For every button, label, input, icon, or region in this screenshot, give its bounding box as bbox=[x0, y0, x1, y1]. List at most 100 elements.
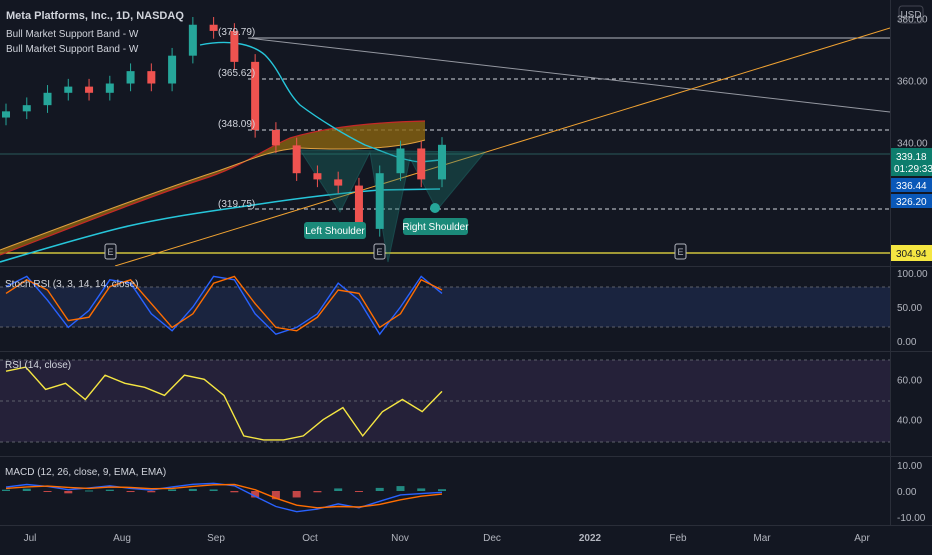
candle-body[interactable] bbox=[438, 144, 446, 180]
candle-body[interactable] bbox=[85, 86, 94, 93]
right-shoulder-label-group[interactable]: Right Shoulder bbox=[402, 218, 469, 235]
y-tick-label[interactable]: 340.00 bbox=[897, 138, 928, 149]
macd-pane-label[interactable]: MACD (12, 26, close, 9, EMA, EMA) bbox=[5, 467, 166, 478]
indicator-label[interactable]: Bull Market Support Band - W bbox=[6, 44, 139, 55]
x-tick-label[interactable]: Sep bbox=[207, 533, 225, 544]
left-shoulder-label: Left Shoulder bbox=[305, 226, 365, 237]
candle-body[interactable] bbox=[334, 179, 343, 186]
currency-button[interactable]: USD bbox=[898, 5, 924, 24]
level-label-319: (319.75) bbox=[218, 199, 255, 210]
earnings-marker[interactable]: E bbox=[373, 243, 386, 260]
candle-body[interactable] bbox=[168, 55, 177, 84]
candle-body[interactable] bbox=[396, 148, 405, 174]
macd-histogram-bar bbox=[375, 487, 384, 491]
last-price-value: 339.18 bbox=[896, 152, 927, 163]
macd-histogram-bar bbox=[271, 491, 280, 500]
y-tick-label[interactable]: 50.00 bbox=[897, 303, 922, 314]
candle-body[interactable] bbox=[292, 145, 301, 174]
candle-body[interactable] bbox=[375, 173, 384, 229]
level-label-365: (365.62) bbox=[218, 68, 255, 79]
macd-histogram-bar bbox=[105, 489, 114, 491]
stoch-pane-label[interactable]: Stoch RSI (3, 3, 14, 14, close) bbox=[5, 279, 138, 290]
x-tick-label[interactable]: Aug bbox=[113, 533, 131, 544]
candle-body[interactable] bbox=[271, 129, 280, 146]
level-label-348: (348.09) bbox=[218, 119, 255, 130]
macd-histogram-bar bbox=[313, 491, 322, 493]
candle-body[interactable] bbox=[354, 185, 363, 229]
currency-label: USD bbox=[900, 10, 921, 21]
y-tick-label[interactable]: -10.00 bbox=[897, 513, 926, 524]
right-shoulder-label: Right Shoulder bbox=[402, 222, 469, 233]
candle-body[interactable] bbox=[22, 105, 31, 112]
bull-band-lower-line bbox=[0, 139, 426, 251]
earnings-marker-label: E bbox=[677, 247, 683, 257]
candle-body[interactable] bbox=[105, 83, 114, 93]
candle-body[interactable] bbox=[251, 61, 260, 130]
indicator-label[interactable]: Bull Market Support Band - W bbox=[6, 29, 139, 40]
x-tick-label[interactable]: 2022 bbox=[579, 533, 602, 544]
bull-market-band-fill bbox=[0, 121, 425, 255]
candle-body[interactable] bbox=[126, 71, 135, 84]
macd-histogram-bar bbox=[230, 491, 239, 493]
x-tick-label[interactable]: Mar bbox=[753, 533, 771, 544]
y-tick-label[interactable]: 60.00 bbox=[897, 375, 922, 386]
y-tick-label[interactable]: 40.00 bbox=[897, 416, 922, 427]
rsi-line bbox=[5, 366, 443, 441]
earnings-marker[interactable]: E bbox=[674, 243, 687, 260]
macd-histogram-bar bbox=[209, 489, 218, 491]
y-tick-label[interactable]: 0.00 bbox=[897, 487, 917, 498]
x-tick-label[interactable]: Dec bbox=[483, 533, 501, 544]
band-upper-value: 336.44 bbox=[896, 181, 927, 192]
macd-histogram-bar bbox=[22, 488, 31, 491]
band-lower-value: 326.20 bbox=[896, 197, 927, 208]
candle-body[interactable] bbox=[147, 71, 156, 84]
sma-line-upper bbox=[199, 41, 441, 163]
bar-countdown: 01:29:33 bbox=[894, 164, 932, 175]
bull-band-upper-line bbox=[0, 120, 426, 256]
y-tick-label[interactable]: 100.00 bbox=[897, 269, 928, 280]
macd-histogram-bar bbox=[417, 488, 426, 491]
candle-body[interactable] bbox=[64, 86, 73, 93]
chart-title[interactable]: Meta Platforms, Inc., 1D, NASDAQ bbox=[6, 10, 184, 22]
candle-body[interactable] bbox=[188, 24, 197, 56]
band-lower-tag: 326.20 bbox=[891, 194, 932, 208]
macd-histogram-bar bbox=[43, 491, 52, 492]
y-tick-label[interactable]: 380.00 bbox=[897, 15, 928, 26]
candle-body[interactable] bbox=[209, 24, 218, 31]
macd-histogram-bar bbox=[168, 489, 177, 491]
macd-histogram-bar bbox=[85, 490, 94, 492]
x-tick-label[interactable]: Oct bbox=[302, 533, 318, 544]
macd-histogram-bar bbox=[64, 491, 73, 494]
macd-histogram-bar bbox=[147, 491, 156, 493]
x-tick-label[interactable]: Apr bbox=[854, 533, 870, 544]
candle-body[interactable] bbox=[313, 173, 322, 180]
candle-body[interactable] bbox=[417, 148, 426, 180]
y-tick-label[interactable]: 10.00 bbox=[897, 461, 922, 472]
candle-body[interactable] bbox=[2, 111, 10, 118]
dividend-marker-icon[interactable] bbox=[430, 203, 440, 213]
rsi-pane-label[interactable]: RSI (14, close) bbox=[5, 360, 71, 371]
candle-body[interactable] bbox=[43, 92, 52, 106]
x-tick-label[interactable]: Jul bbox=[24, 533, 37, 544]
macd-histogram-bar bbox=[188, 488, 197, 491]
band-upper-tag: 336.44 bbox=[891, 178, 932, 192]
macd-histogram-bar bbox=[438, 489, 446, 491]
macd-histogram-bar bbox=[251, 491, 260, 498]
macd-histogram-bar bbox=[334, 488, 343, 491]
macd-signal-line bbox=[5, 483, 443, 509]
earnings-marker[interactable]: E bbox=[104, 243, 117, 260]
descending-trend-line[interactable] bbox=[247, 37, 891, 113]
y-tick-label[interactable]: 0.00 bbox=[897, 337, 917, 348]
x-tick-label[interactable]: Nov bbox=[391, 533, 409, 544]
left-shoulder-label-group[interactable]: Left Shoulder bbox=[304, 222, 366, 239]
y-tick-label[interactable]: 360.00 bbox=[897, 76, 928, 87]
macd-histogram-bar bbox=[292, 491, 301, 498]
level-price-tag: 304.94 bbox=[891, 245, 932, 261]
rising-trend-line[interactable] bbox=[114, 27, 890, 266]
stoch-d-line bbox=[5, 275, 443, 332]
candle-body[interactable] bbox=[230, 30, 239, 62]
x-tick-label[interactable]: Feb bbox=[669, 533, 687, 544]
macd-histogram-bar bbox=[2, 489, 10, 491]
